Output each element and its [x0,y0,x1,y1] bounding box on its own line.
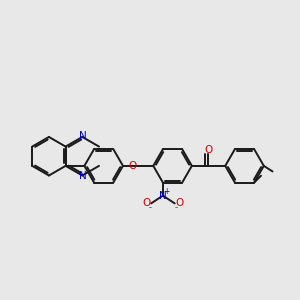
Text: +: + [164,188,170,196]
Text: O: O [142,198,151,208]
Text: -: - [174,203,177,212]
Text: N: N [79,171,87,181]
Text: O: O [175,198,183,208]
Text: -: - [149,203,152,212]
Text: N: N [79,131,87,141]
Text: N: N [159,190,167,201]
Text: O: O [128,161,136,171]
Text: O: O [204,145,212,155]
